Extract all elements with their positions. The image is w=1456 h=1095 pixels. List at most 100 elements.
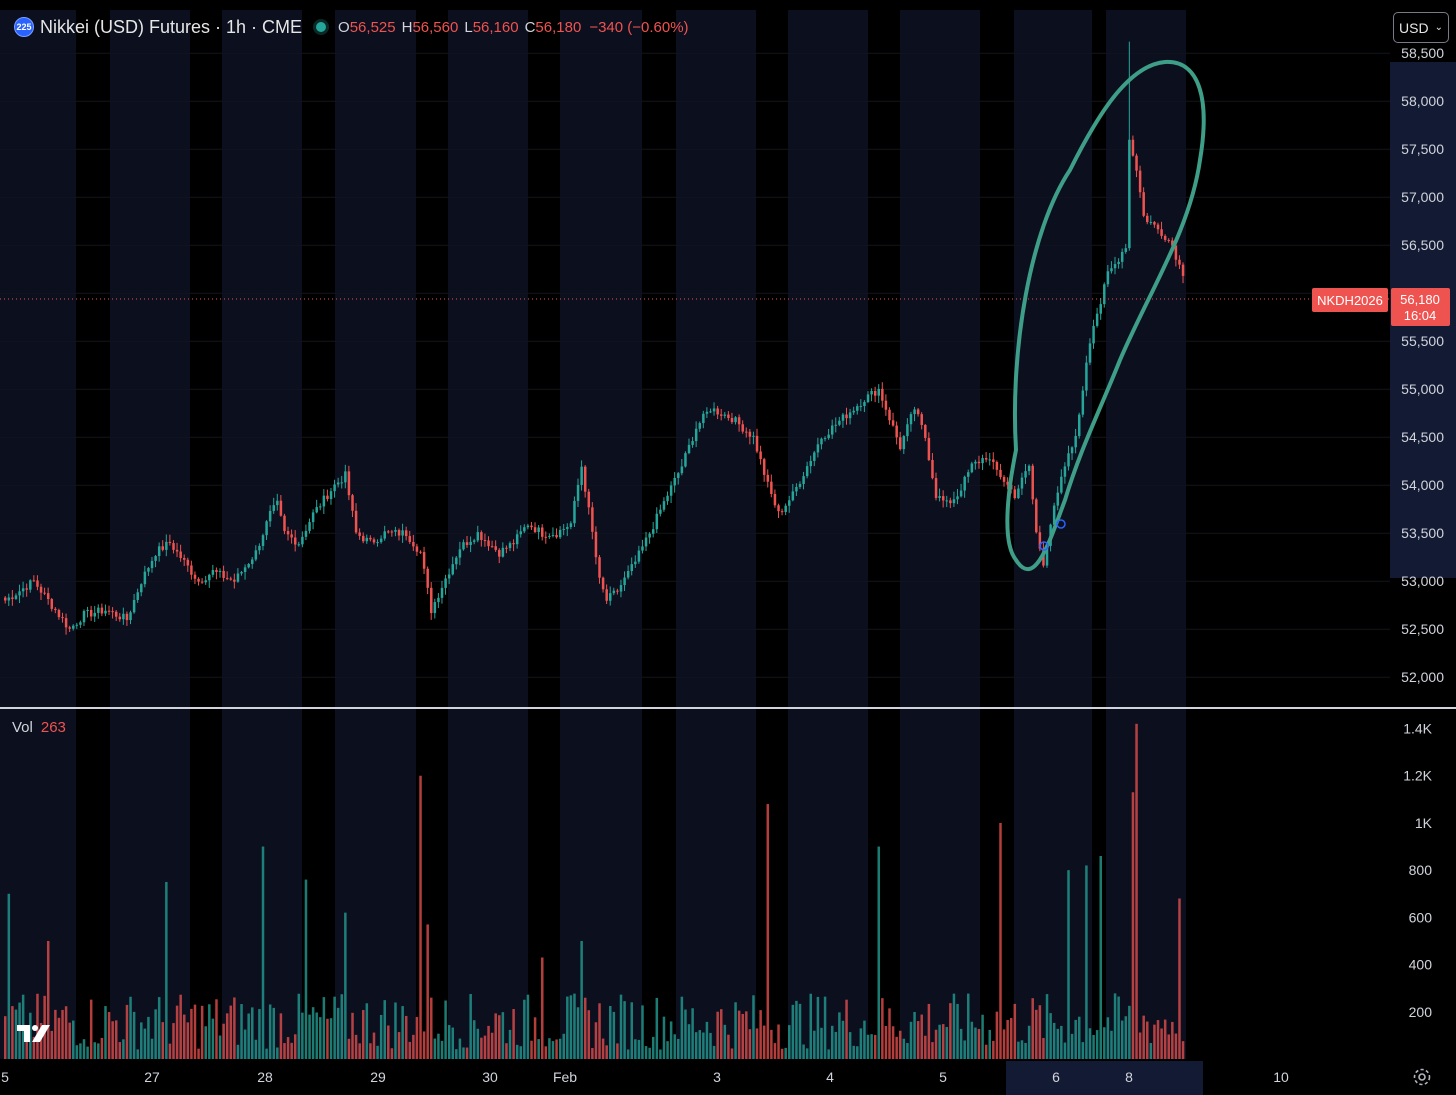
volume-bar bbox=[154, 1009, 157, 1059]
volume-bar bbox=[293, 1034, 297, 1059]
candle-body bbox=[555, 534, 558, 538]
candle-body bbox=[1135, 155, 1138, 171]
candle-body bbox=[1031, 465, 1034, 500]
session-band bbox=[788, 10, 868, 1059]
session-band bbox=[560, 10, 642, 1059]
gear-icon[interactable] bbox=[1411, 1066, 1433, 1088]
candle-body bbox=[798, 483, 802, 488]
volume-bar bbox=[813, 1030, 816, 1059]
candle-body bbox=[827, 434, 830, 439]
volume-bar bbox=[838, 1012, 841, 1059]
candle-body bbox=[437, 597, 440, 603]
volume-legend-value: 263 bbox=[40, 719, 66, 736]
volume-bar bbox=[759, 1010, 762, 1059]
volume-bar bbox=[841, 1020, 845, 1059]
volume-bar bbox=[326, 1018, 329, 1059]
candle-body bbox=[591, 507, 594, 532]
candle-body bbox=[168, 541, 172, 544]
candle-body bbox=[1099, 304, 1102, 314]
candle-body bbox=[651, 529, 655, 534]
candle-body bbox=[394, 530, 397, 532]
volume-bar bbox=[39, 1023, 43, 1059]
candle-body bbox=[641, 546, 644, 551]
volume-bar bbox=[601, 1038, 605, 1059]
volume-bar bbox=[229, 1005, 233, 1059]
volume-bar bbox=[458, 1038, 462, 1059]
volume-bar bbox=[569, 995, 573, 1059]
candle-body bbox=[698, 423, 702, 429]
chevron-down-icon: ⌄ bbox=[1434, 22, 1443, 33]
volume-bar bbox=[1117, 996, 1120, 1059]
candle-body bbox=[222, 570, 225, 578]
volume-bar bbox=[1128, 1005, 1131, 1059]
time-axis[interactable]: 5 27 28 29 30 Feb 3 4 5 6 8 10 bbox=[1, 1069, 1289, 1085]
annotation-handle[interactable] bbox=[1039, 541, 1049, 551]
candle-body bbox=[57, 610, 61, 618]
candle-body bbox=[147, 568, 150, 572]
candle-body bbox=[140, 584, 143, 593]
candle-body bbox=[712, 408, 716, 412]
volume-bar bbox=[1163, 1019, 1167, 1059]
volume-axis[interactable]: 200 400 600 800 1K 1.2K 1.4K bbox=[1403, 721, 1432, 1020]
candle-body bbox=[501, 547, 505, 557]
volume-bar bbox=[895, 1036, 898, 1059]
volume-legend[interactable]: Vol 263 bbox=[12, 719, 66, 736]
market-status-icon[interactable] bbox=[316, 22, 327, 32]
candle-body bbox=[941, 496, 945, 501]
volume-bar bbox=[748, 1029, 752, 1059]
volume-bar bbox=[666, 1041, 669, 1059]
candle-body bbox=[720, 414, 723, 416]
annotation-handle[interactable] bbox=[1056, 519, 1066, 529]
candle-body bbox=[64, 618, 68, 628]
currency-select[interactable]: USD ⌄ bbox=[1393, 12, 1449, 43]
candle-body bbox=[46, 593, 50, 600]
volume-bar bbox=[114, 1020, 118, 1059]
volume-bar bbox=[673, 1034, 676, 1059]
chart-header: 225 Nikkei (USD) Futures · 1h · CME O 56,… bbox=[8, 14, 689, 40]
tradingview-logo-icon[interactable] bbox=[16, 1022, 54, 1044]
symbol-title[interactable]: Nikkei (USD) Futures · 1h · CME bbox=[40, 16, 303, 37]
volume-bar bbox=[784, 1047, 787, 1059]
candle-body bbox=[576, 484, 580, 501]
candle-body bbox=[319, 506, 322, 508]
price-tick-label: 55,000 bbox=[1401, 381, 1444, 397]
candle-body bbox=[863, 402, 866, 407]
volume-bar bbox=[770, 1029, 773, 1059]
volume-bar bbox=[347, 1038, 351, 1059]
volume-bar bbox=[533, 1017, 537, 1059]
candle-body bbox=[14, 595, 18, 599]
candle-body bbox=[1174, 245, 1178, 260]
candle-body bbox=[723, 414, 727, 416]
volume-bar bbox=[988, 1029, 991, 1059]
candle-body bbox=[970, 463, 974, 473]
candle-body bbox=[648, 533, 651, 538]
volume-bar bbox=[75, 1045, 79, 1059]
volume-bar bbox=[387, 1025, 390, 1059]
volume-bar bbox=[1167, 1034, 1170, 1059]
price-axis[interactable]: 52,000 52,500 53,000 53,500 54,000 54,500 55,0… bbox=[1401, 45, 1444, 685]
candle-body bbox=[655, 513, 659, 530]
time-tick-label: 5 bbox=[939, 1069, 947, 1085]
candle-body bbox=[165, 541, 168, 550]
candle-body bbox=[358, 532, 361, 536]
volume-bar bbox=[46, 940, 50, 1059]
volume-bar bbox=[884, 1025, 888, 1059]
candle-body bbox=[247, 564, 250, 568]
volume-bar bbox=[1038, 1005, 1042, 1059]
nikkei-225-logo-icon[interactable]: 225 bbox=[14, 17, 34, 37]
candle-body bbox=[902, 436, 906, 450]
volume-bar bbox=[974, 1027, 977, 1059]
volume-bar bbox=[354, 1034, 358, 1059]
candle-body bbox=[1045, 545, 1049, 566]
candle-body bbox=[93, 612, 96, 617]
volume-bar bbox=[655, 997, 659, 1059]
volume-bar bbox=[605, 1045, 608, 1059]
volume-bar bbox=[1049, 1013, 1052, 1059]
volume-bar bbox=[734, 1002, 737, 1059]
volume-bar bbox=[780, 1048, 784, 1059]
time-tick-label: 28 bbox=[257, 1069, 273, 1085]
price-tick-label: 58,500 bbox=[1401, 45, 1444, 61]
time-tick-label: 6 bbox=[1052, 1069, 1060, 1085]
volume-bar bbox=[129, 996, 132, 1059]
